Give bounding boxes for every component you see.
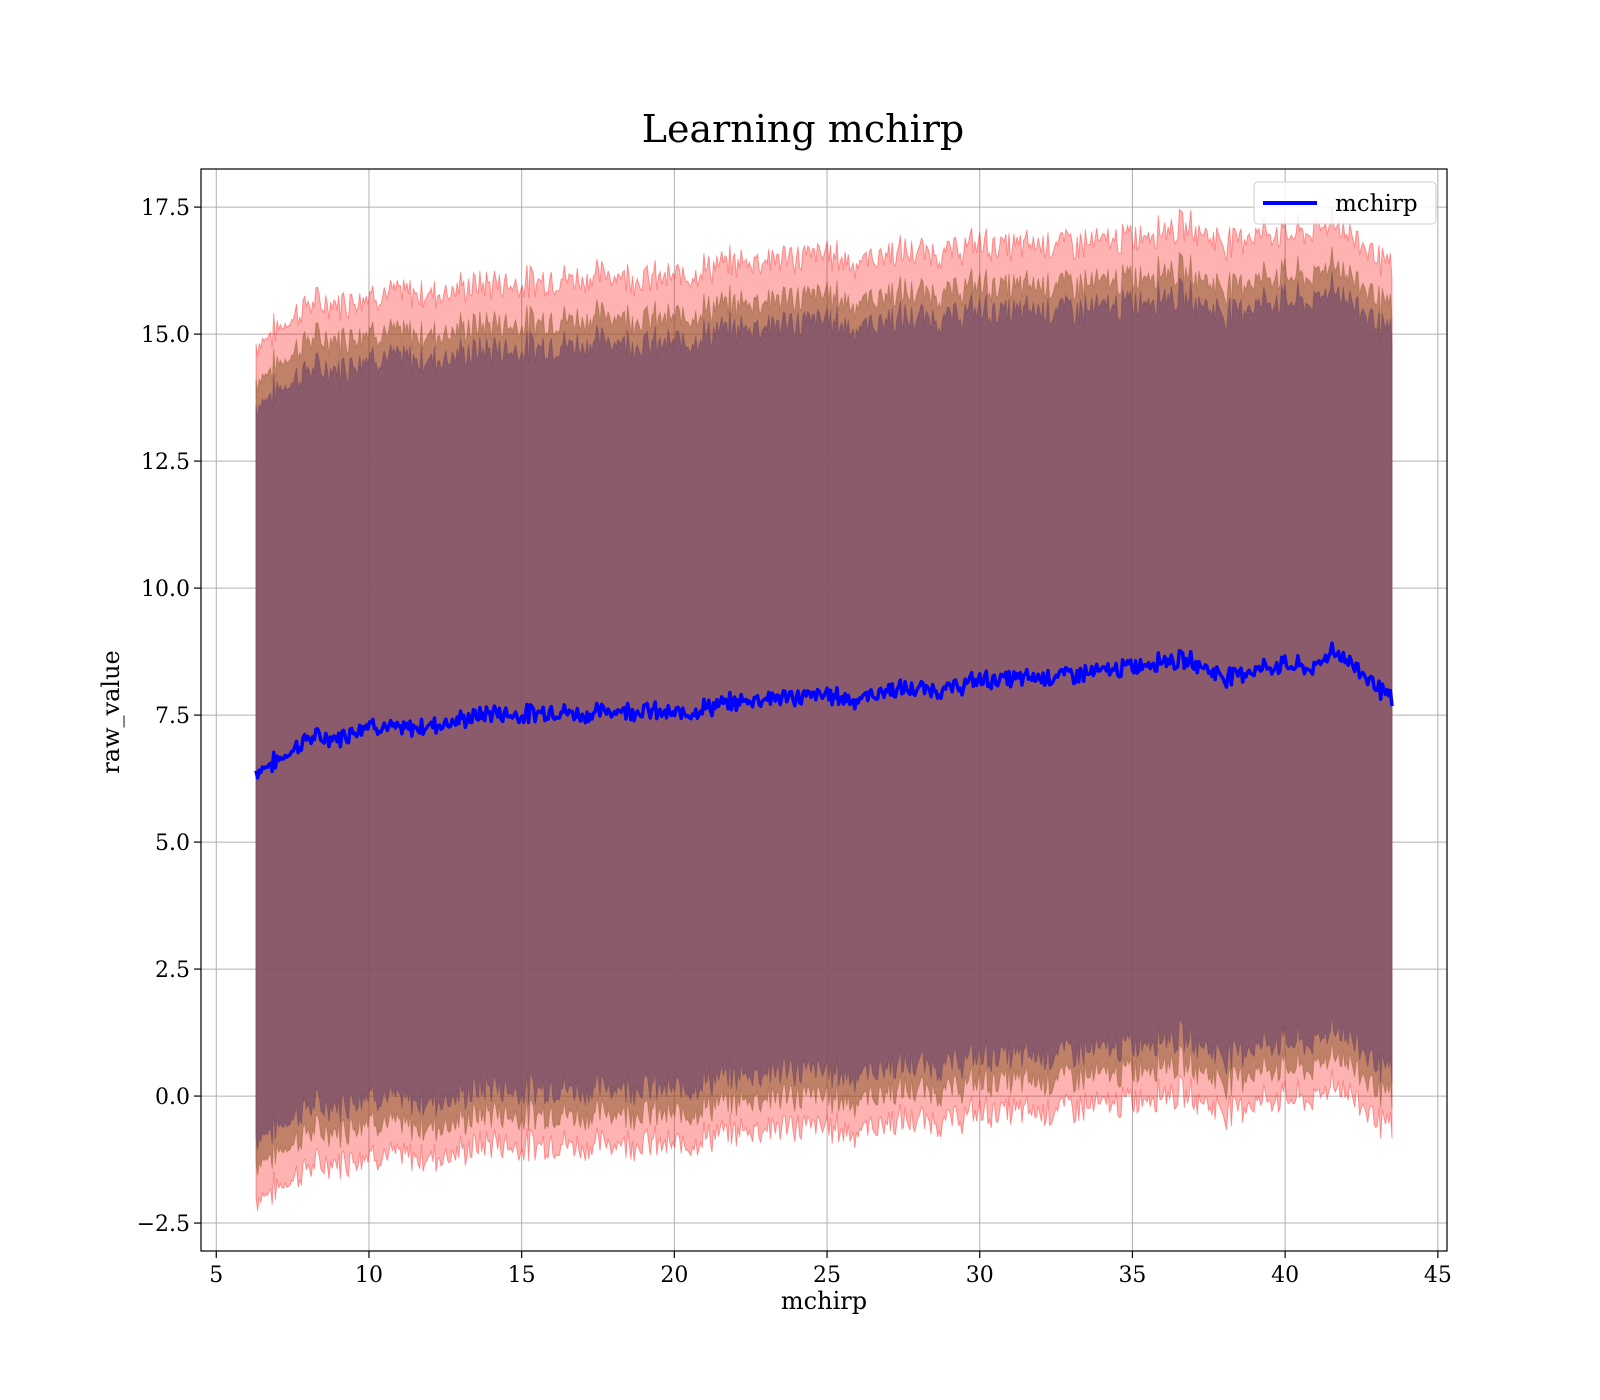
- y-axis-label: raw_value: [97, 650, 125, 774]
- x-tick-label-0: 5: [209, 1263, 223, 1288]
- x-tick-label-6: 35: [1118, 1263, 1146, 1288]
- x-tick-label-3: 20: [660, 1263, 688, 1288]
- uncertainty-bands: [255, 206, 1393, 1211]
- x-axis-ticks: 5 10 15 20 25 30 35 40 45: [209, 1251, 1452, 1288]
- legend-label: mchirp: [1335, 191, 1418, 217]
- x-tick-label-4: 25: [813, 1263, 841, 1288]
- x-tick-label-1: 10: [355, 1263, 383, 1288]
- x-tick-label-5: 30: [966, 1263, 994, 1288]
- x-tick-label-7: 40: [1271, 1263, 1299, 1288]
- y-axis-ticks: −2.5 0.0 2.5 5.0 7.5 10.0 12.5 15.0 17.5: [137, 196, 201, 1237]
- series-lines: [254, 641, 1394, 780]
- y-tick-label-0: −2.5: [137, 1212, 190, 1237]
- legend-box: [1253, 181, 1437, 225]
- x-axis-label: mchirp: [781, 1287, 867, 1315]
- y-tick-label-2: 2.5: [155, 958, 190, 983]
- chart-title: Learning mchirp: [642, 107, 964, 151]
- y-tick-label-6: 12.5: [141, 450, 190, 475]
- band-inner: [255, 272, 1393, 1150]
- x-tick-label-8: 45: [1424, 1263, 1452, 1288]
- y-tick-label-5: 10.0: [141, 577, 190, 602]
- series-line-mchirp: [254, 641, 1394, 780]
- y-tick-label-1: 0.0: [155, 1085, 190, 1110]
- y-tick-label-8: 17.5: [141, 196, 190, 221]
- legend: mchirp: [1253, 181, 1437, 225]
- y-tick-label-4: 7.5: [155, 704, 190, 729]
- x-tick-label-2: 15: [508, 1263, 536, 1288]
- y-tick-label-7: 15.0: [141, 323, 190, 348]
- y-tick-label-3: 5.0: [155, 831, 190, 856]
- plot-frame: [200, 168, 1448, 1252]
